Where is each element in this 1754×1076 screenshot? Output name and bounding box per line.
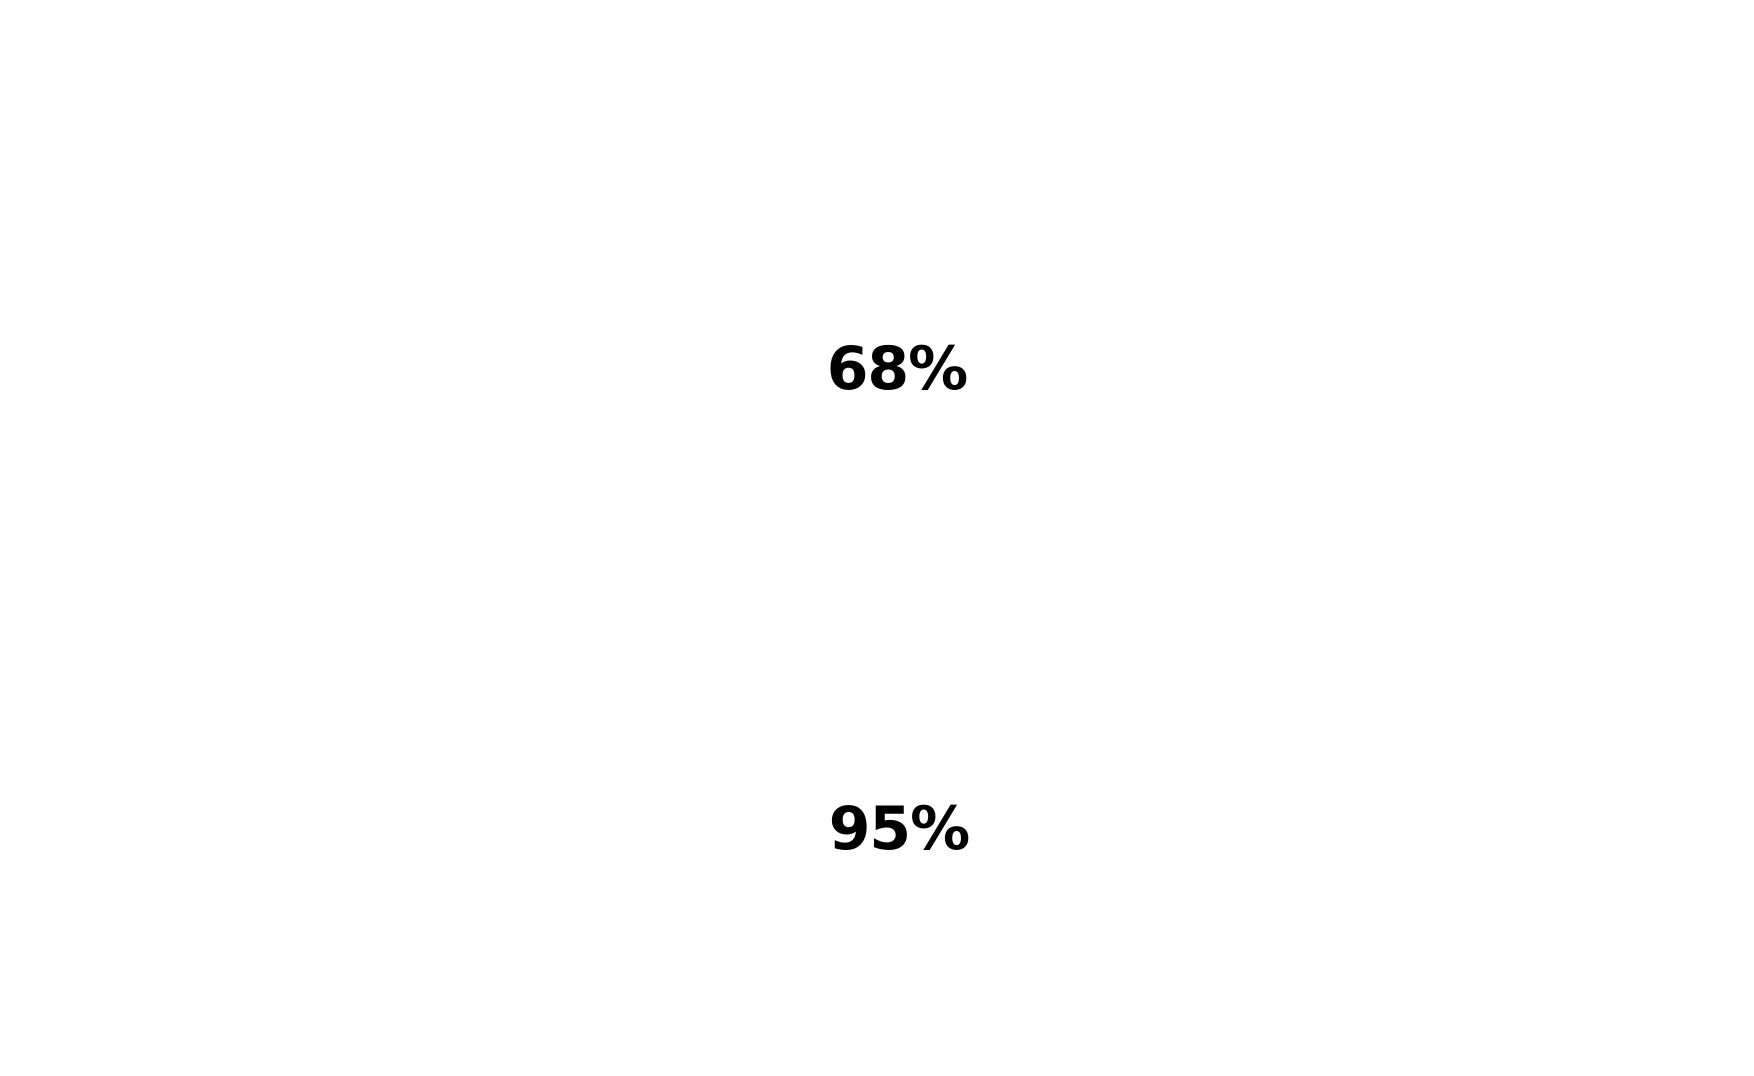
stat-value-second: 95% [828, 794, 971, 864]
stat-value-first: 68% [826, 334, 969, 404]
